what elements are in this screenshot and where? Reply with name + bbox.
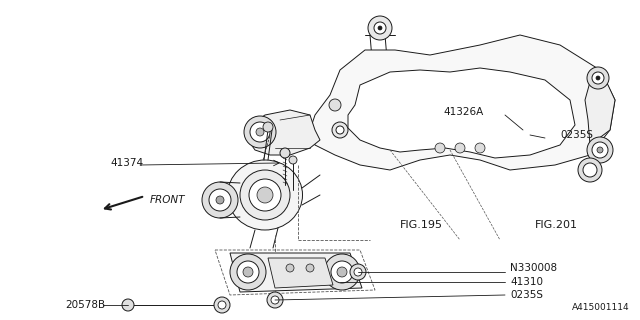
Circle shape — [592, 72, 604, 84]
Text: A415001114: A415001114 — [572, 303, 630, 312]
Circle shape — [286, 264, 294, 272]
Circle shape — [329, 99, 341, 111]
Circle shape — [271, 296, 279, 304]
Circle shape — [214, 297, 230, 313]
Circle shape — [280, 148, 290, 158]
Circle shape — [289, 156, 297, 164]
Circle shape — [244, 116, 276, 148]
Text: 41310: 41310 — [510, 277, 543, 287]
Circle shape — [267, 292, 283, 308]
Circle shape — [243, 267, 253, 277]
Circle shape — [435, 143, 445, 153]
Circle shape — [216, 196, 224, 204]
Text: FIG.195: FIG.195 — [400, 220, 443, 230]
Circle shape — [249, 179, 281, 211]
Text: 20578B: 20578B — [65, 300, 105, 310]
Circle shape — [331, 261, 353, 283]
Circle shape — [256, 128, 264, 136]
Circle shape — [230, 254, 266, 290]
Polygon shape — [310, 35, 615, 170]
Text: 0235S: 0235S — [560, 130, 593, 140]
Circle shape — [374, 22, 386, 34]
Polygon shape — [248, 110, 320, 155]
Circle shape — [378, 26, 382, 30]
Circle shape — [455, 143, 465, 153]
Circle shape — [209, 189, 231, 211]
Circle shape — [583, 163, 597, 177]
Circle shape — [368, 16, 392, 40]
Circle shape — [237, 261, 259, 283]
Text: 0235S: 0235S — [510, 290, 543, 300]
Polygon shape — [585, 75, 615, 145]
Text: N330008: N330008 — [510, 263, 557, 273]
Circle shape — [250, 122, 270, 142]
Circle shape — [354, 268, 362, 276]
Polygon shape — [348, 68, 575, 158]
Circle shape — [578, 158, 602, 182]
Circle shape — [324, 254, 360, 290]
Polygon shape — [268, 258, 333, 288]
Circle shape — [350, 264, 366, 280]
Circle shape — [587, 137, 613, 163]
Circle shape — [597, 147, 603, 153]
Circle shape — [122, 299, 134, 311]
Circle shape — [337, 267, 347, 277]
Circle shape — [202, 182, 238, 218]
Text: FIG.201: FIG.201 — [535, 220, 578, 230]
Polygon shape — [230, 253, 362, 292]
Circle shape — [240, 170, 290, 220]
Circle shape — [336, 126, 344, 134]
Text: 41374: 41374 — [110, 158, 143, 168]
Circle shape — [332, 122, 348, 138]
Circle shape — [592, 142, 608, 158]
Circle shape — [306, 264, 314, 272]
Circle shape — [587, 67, 609, 89]
Circle shape — [263, 122, 273, 132]
Circle shape — [218, 301, 226, 309]
Circle shape — [596, 76, 600, 80]
Text: FRONT: FRONT — [150, 195, 186, 205]
Circle shape — [475, 143, 485, 153]
Ellipse shape — [227, 160, 303, 230]
Text: 41326A: 41326A — [443, 107, 483, 117]
Circle shape — [257, 187, 273, 203]
